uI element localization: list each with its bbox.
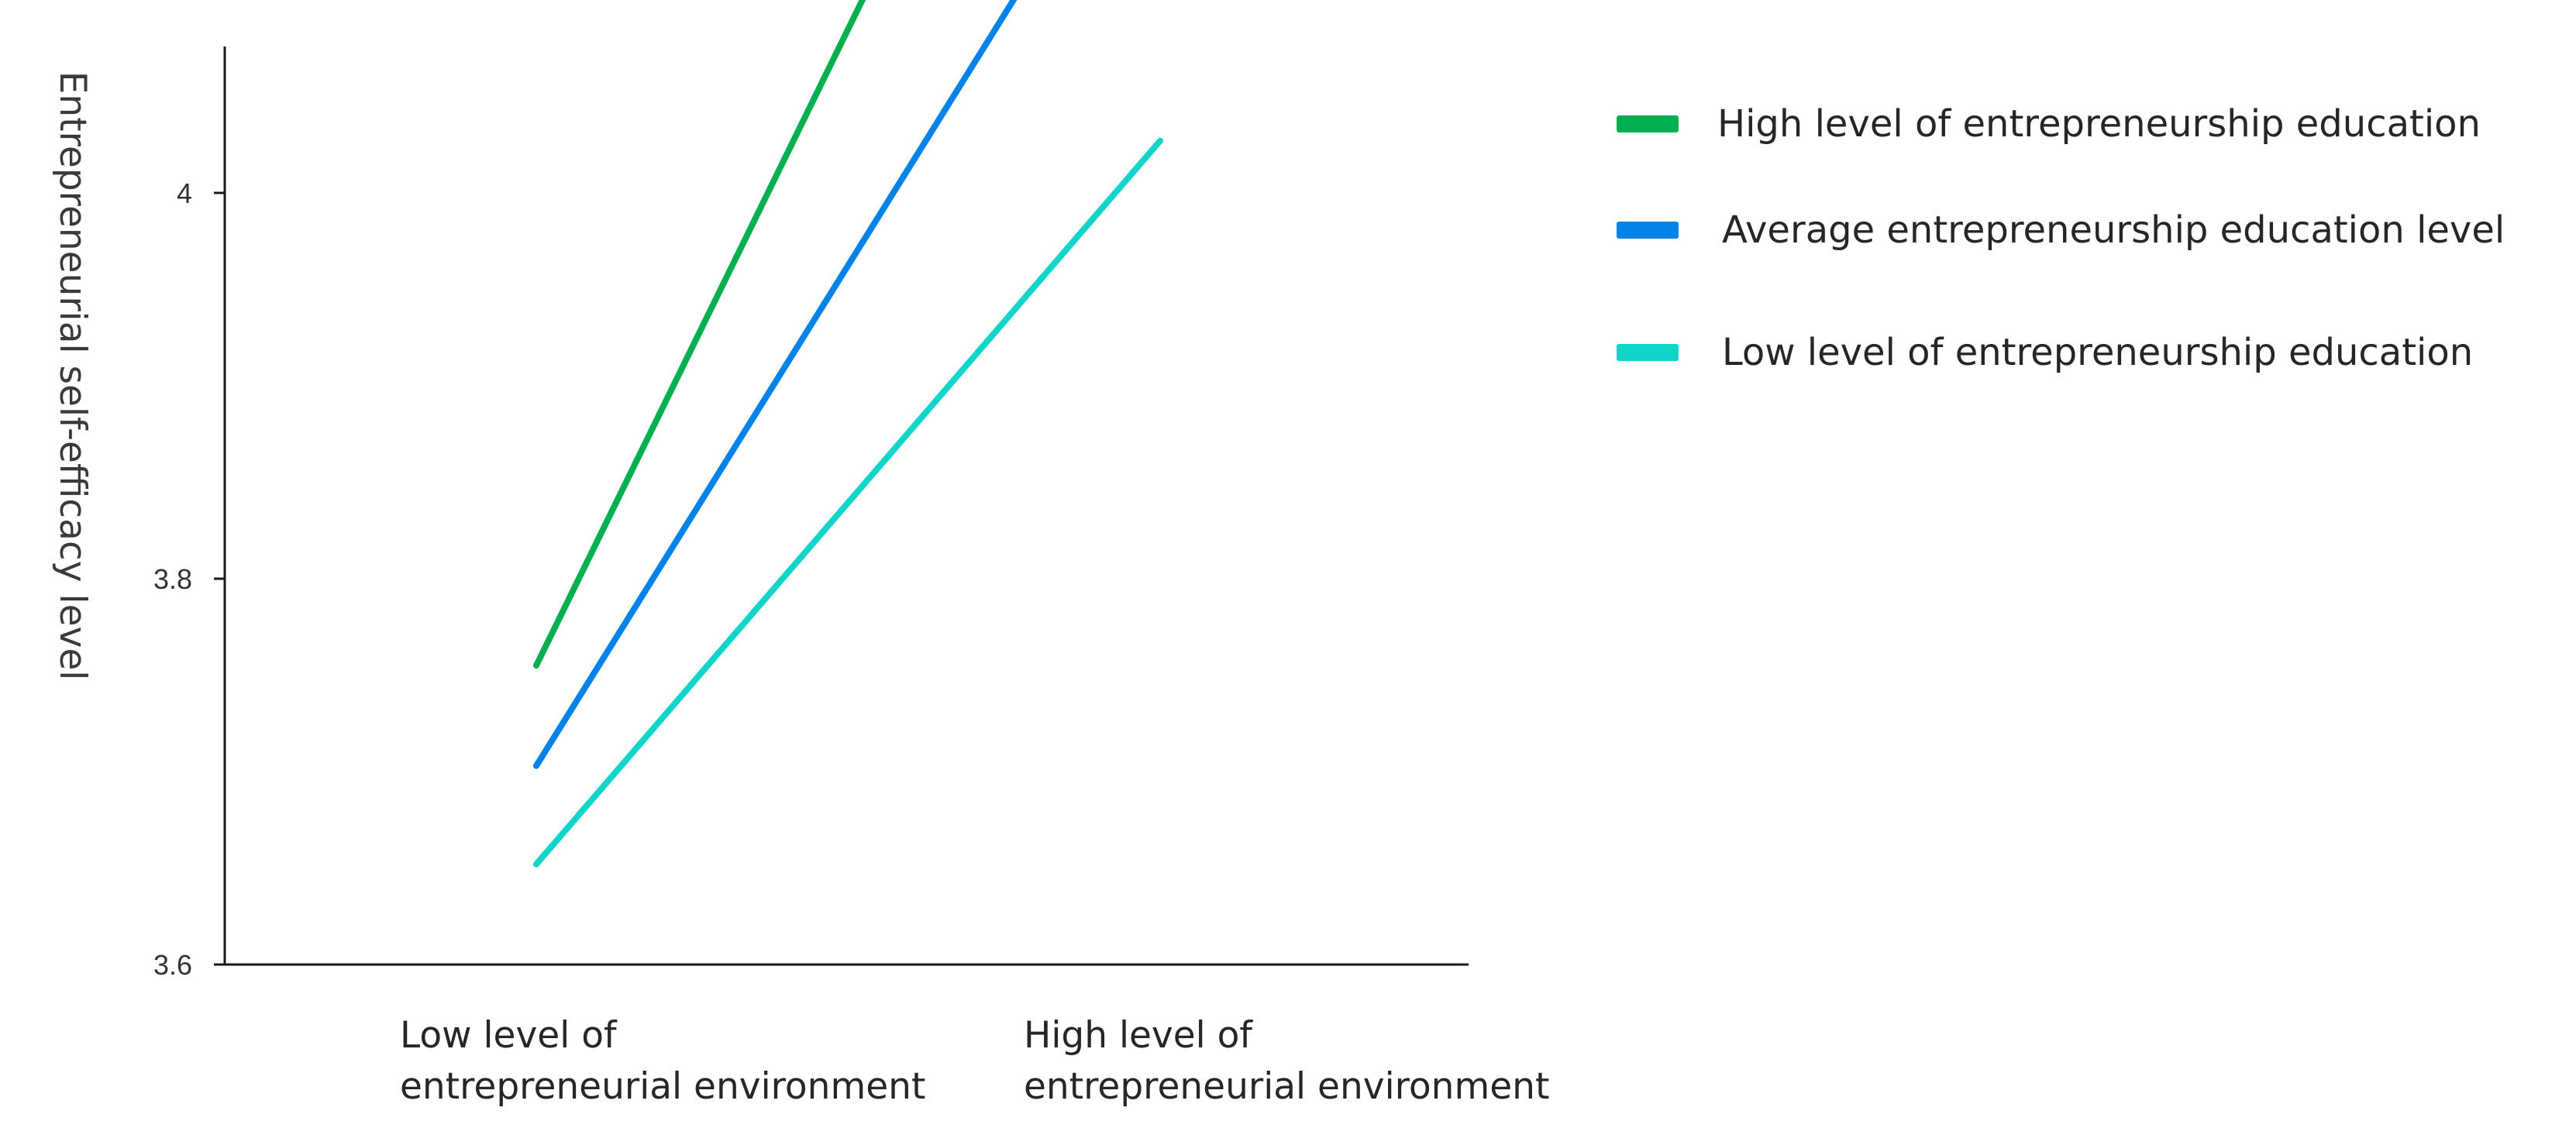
legend: High level of entrepreneurship education…: [1617, 102, 2505, 374]
legend-swatch: [1617, 344, 1679, 361]
series-line: [533, 0, 866, 669]
series-line: [533, 137, 1163, 868]
legend-swatch: [1617, 222, 1679, 239]
x-category-label-line: Low level of: [400, 1014, 618, 1057]
legend-label: Average entrepreneurship education level: [1722, 208, 2505, 252]
y-tick-label: 3.6: [153, 949, 192, 981]
legend-label: Low level of entrepreneurship education: [1722, 331, 2473, 374]
x-category-label-line: High level of: [1024, 1014, 1253, 1057]
series-line: [533, 0, 1018, 769]
legend-label: High level of entrepreneurship education: [1717, 102, 2481, 146]
series-lines: [533, 0, 1163, 868]
x-categories: Low level of entrepreneurial environmentH…: [400, 1014, 1549, 1108]
y-tick-label: 3.8: [153, 563, 192, 595]
y-axis-title: Entrepreneurial self-efficacy level: [51, 71, 94, 681]
axes: [223, 46, 1469, 966]
legend-swatch: [1617, 115, 1679, 132]
x-category-label-line: entrepreneurial environment: [1024, 1065, 1549, 1108]
y-ticks: 3.63.844.24.4: [153, 177, 225, 981]
y-tick-label: 4: [177, 177, 192, 209]
x-category-label: High level of entrepreneurial environment: [1024, 1014, 1549, 1108]
x-category-label: Low level of entrepreneurial environment: [400, 1014, 925, 1108]
x-category-label-line: entrepreneurial environment: [400, 1065, 925, 1108]
